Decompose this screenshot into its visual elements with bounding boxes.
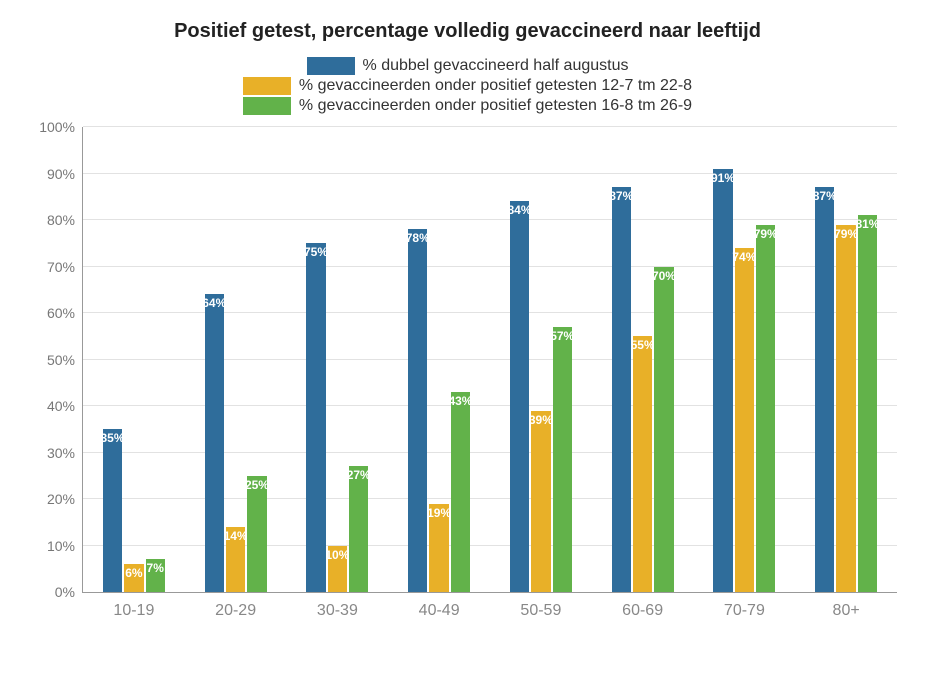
bar-value-label: 78%	[406, 231, 430, 245]
bar-value-label: 74%	[732, 250, 756, 264]
bar: 25%	[247, 476, 266, 592]
bar-value-label: 10%	[325, 548, 349, 562]
bar-group: 40-4978%19%43%	[388, 127, 490, 592]
bar-value-label: 14%	[224, 529, 248, 543]
bar: 74%	[735, 248, 754, 592]
bar-group: 50-5984%39%57%	[490, 127, 592, 592]
legend-item: % gevaccineerden onder positief getesten…	[243, 97, 692, 115]
bar-value-label: 64%	[202, 296, 226, 310]
bar-value-label: 55%	[631, 338, 655, 352]
bar-value-label: 43%	[448, 394, 472, 408]
legend-label: % dubbel gevaccineerd half augustus	[363, 57, 629, 75]
bar: 35%	[103, 429, 122, 592]
bar: 39%	[531, 411, 550, 592]
y-tick-label: 10%	[47, 538, 83, 554]
bar-value-label: 19%	[427, 506, 451, 520]
bar: 81%	[858, 215, 877, 592]
bar-value-label: 75%	[304, 245, 328, 259]
bar-value-label: 84%	[507, 203, 531, 217]
axes-area: 0%10%20%30%40%50%60%70%80%90%100%10-1935…	[82, 127, 897, 593]
bar-value-label: 70%	[652, 269, 676, 283]
y-tick-label: 40%	[47, 398, 83, 414]
x-tick-label: 40-49	[419, 602, 460, 620]
bar: 14%	[226, 527, 245, 592]
bar: 19%	[429, 504, 448, 592]
y-tick-label: 0%	[55, 584, 83, 600]
bar: 78%	[408, 229, 427, 592]
legend-label: % gevaccineerden onder positief getesten…	[299, 97, 692, 115]
bar-group: 60-6987%55%70%	[592, 127, 694, 592]
bar: 7%	[146, 559, 165, 592]
bar-group: 70-7991%74%79%	[694, 127, 796, 592]
bar: 79%	[836, 225, 855, 592]
bar-value-label: 39%	[529, 413, 553, 427]
bar-value-label: 87%	[609, 189, 633, 203]
bar-group: 10-1935%6%7%	[83, 127, 185, 592]
chart-container: Positief getest, percentage volledig gev…	[0, 0, 935, 688]
bar: 55%	[633, 336, 652, 592]
y-tick-label: 100%	[39, 119, 83, 135]
bar-value-label: 7%	[147, 561, 164, 575]
legend-item: % dubbel gevaccineerd half augustus	[307, 57, 629, 75]
chart-title: Positief getest, percentage volledig gev…	[20, 20, 915, 43]
bar-group: 20-2964%14%25%	[185, 127, 287, 592]
legend-swatch	[243, 97, 291, 115]
y-tick-label: 60%	[47, 305, 83, 321]
bar-value-label: 57%	[550, 329, 574, 343]
bar-group: 30-3975%10%27%	[287, 127, 389, 592]
bar: 57%	[553, 327, 572, 592]
y-tick-label: 90%	[47, 166, 83, 182]
bar: 6%	[124, 564, 143, 592]
bar: 64%	[205, 294, 224, 592]
bar: 84%	[510, 201, 529, 592]
legend-swatch	[243, 77, 291, 95]
x-tick-label: 20-29	[215, 602, 256, 620]
bar-value-label: 35%	[100, 431, 124, 445]
bar: 87%	[815, 187, 834, 592]
y-tick-label: 80%	[47, 212, 83, 228]
bar: 43%	[451, 392, 470, 592]
x-tick-label: 30-39	[317, 602, 358, 620]
bar-value-label: 25%	[245, 478, 269, 492]
legend: % dubbel gevaccineerd half augustus % gev…	[20, 57, 915, 115]
legend-swatch	[307, 57, 355, 75]
bar: 91%	[713, 169, 732, 592]
x-tick-label: 50-59	[520, 602, 561, 620]
x-tick-label: 10-19	[113, 602, 154, 620]
bar-value-label: 87%	[813, 189, 837, 203]
legend-item: % gevaccineerden onder positief getesten…	[243, 77, 692, 95]
x-tick-label: 70-79	[724, 602, 765, 620]
bar: 79%	[756, 225, 775, 592]
bar-value-label: 6%	[125, 566, 142, 580]
bar: 70%	[654, 267, 673, 593]
bar-value-label: 27%	[347, 468, 371, 482]
legend-label: % gevaccineerden onder positief getesten…	[299, 77, 692, 95]
bar-group: 80+87%79%81%	[795, 127, 897, 592]
x-tick-label: 60-69	[622, 602, 663, 620]
plot-area: 0%10%20%30%40%50%60%70%80%90%100%10-1935…	[82, 127, 897, 627]
bar: 27%	[349, 466, 368, 592]
y-tick-label: 20%	[47, 491, 83, 507]
bar: 75%	[306, 243, 325, 592]
y-tick-label: 30%	[47, 445, 83, 461]
bar-value-label: 79%	[754, 227, 778, 241]
y-tick-label: 50%	[47, 352, 83, 368]
x-tick-label: 80+	[833, 602, 860, 620]
bar-value-label: 91%	[711, 171, 735, 185]
bar: 10%	[328, 546, 347, 593]
bar-value-label: 81%	[855, 217, 879, 231]
bar: 87%	[612, 187, 631, 592]
y-tick-label: 70%	[47, 259, 83, 275]
